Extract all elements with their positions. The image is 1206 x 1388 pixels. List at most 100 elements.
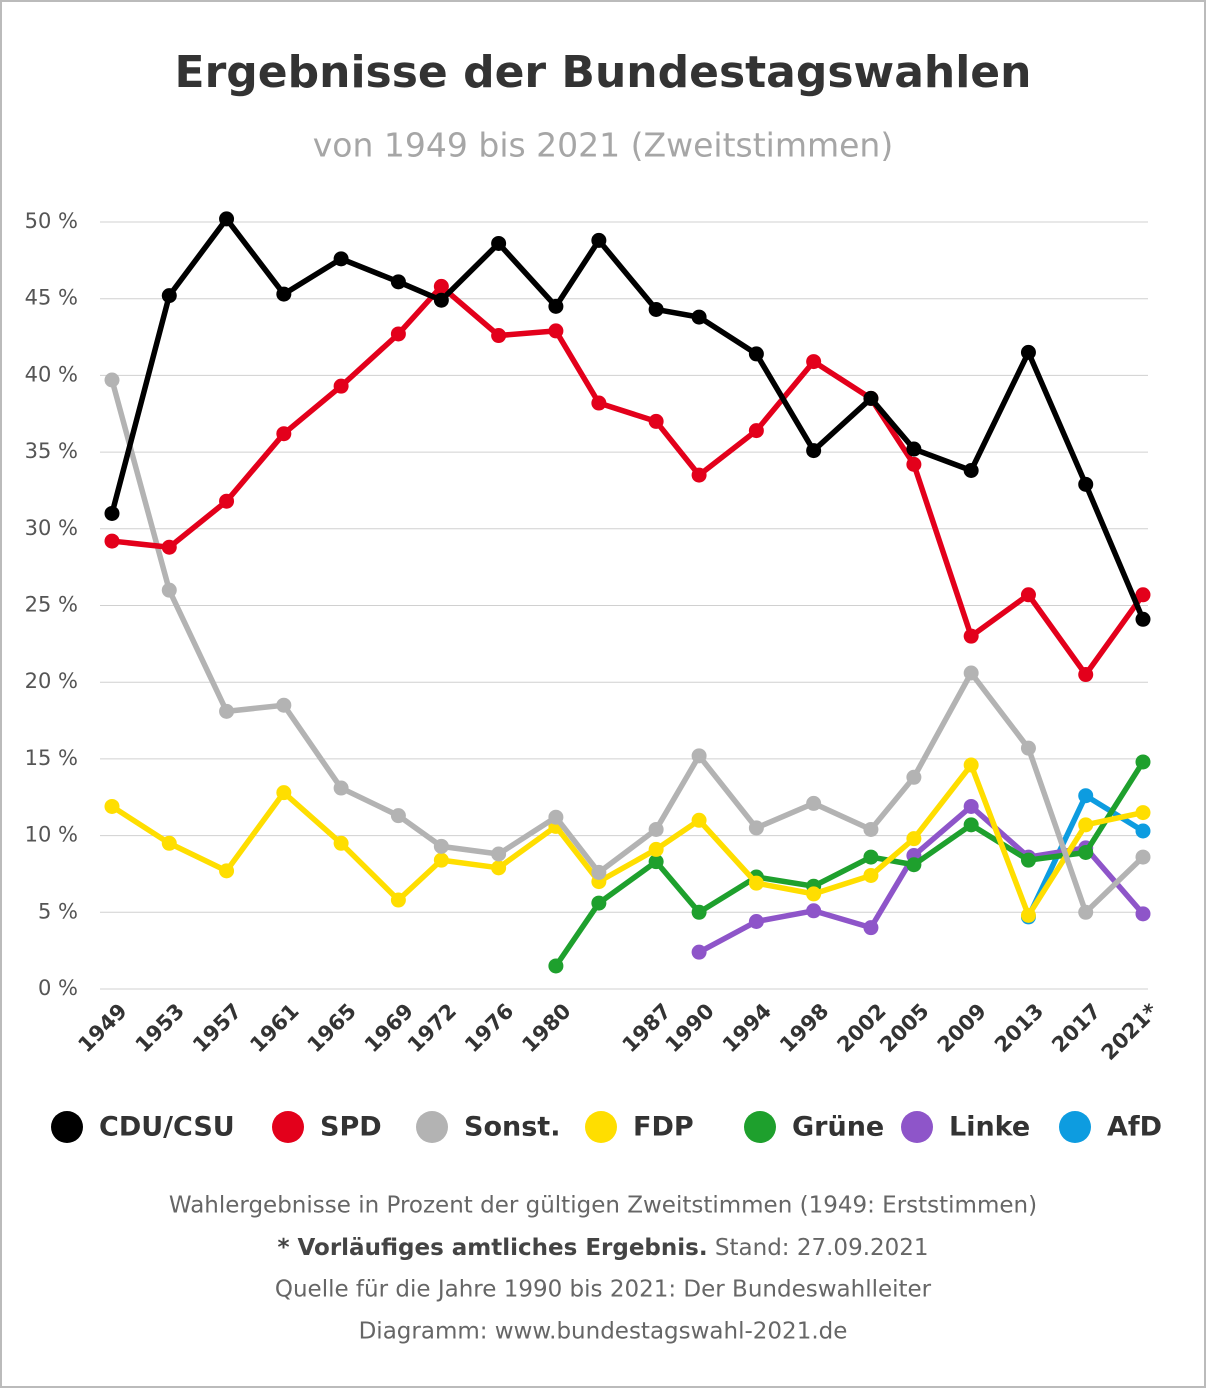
- footnote: * Vorläufiges amtliches Ergebnis. Stand:…: [277, 1235, 928, 1261]
- data-point: [548, 958, 564, 974]
- data-point: [963, 463, 979, 479]
- data-point: [104, 798, 120, 814]
- footnote-bold: * Vorläufiges amtliches Ergebnis.: [277, 1235, 707, 1261]
- data-point: [1135, 906, 1151, 922]
- data-point: [906, 456, 922, 472]
- data-point: [806, 903, 822, 919]
- y-tick-label: 25 %: [25, 593, 78, 617]
- data-point: [648, 854, 664, 870]
- data-point: [548, 809, 564, 825]
- legend-label: CDU/CSU: [99, 1112, 235, 1143]
- data-point: [691, 309, 707, 325]
- data-point: [161, 835, 177, 851]
- data-point: [390, 808, 406, 824]
- data-point: [906, 769, 922, 785]
- y-tick-label: 15 %: [25, 746, 78, 770]
- legend-marker: [901, 1111, 933, 1143]
- data-point: [648, 841, 664, 857]
- y-tick-label: 35 %: [25, 439, 78, 463]
- chart-subtitle: von 1949 bis 2021 (Zweitstimmen): [313, 126, 893, 165]
- data-point: [748, 423, 764, 439]
- data-point: [863, 920, 879, 936]
- data-point: [1135, 587, 1151, 603]
- footnote: Quelle für die Jahre 1990 bis 2021: Der …: [275, 1277, 932, 1303]
- data-point: [591, 864, 607, 880]
- footnote: Wahlergebnisse in Prozent der gültigen Z…: [169, 1193, 1037, 1219]
- legend-label: Sonst.: [464, 1112, 560, 1143]
- footnote: Stand: 27.09.2021: [715, 1235, 929, 1261]
- data-point: [591, 395, 607, 411]
- data-point: [390, 274, 406, 290]
- data-point: [591, 895, 607, 911]
- y-tick-label: 30 %: [25, 516, 78, 540]
- data-point: [963, 628, 979, 644]
- data-point: [691, 904, 707, 920]
- series: [104, 757, 1151, 923]
- data-point: [1135, 823, 1151, 839]
- data-point: [906, 831, 922, 847]
- data-point: [748, 820, 764, 836]
- data-point: [963, 798, 979, 814]
- legend-marker: [272, 1111, 304, 1143]
- data-point: [1135, 611, 1151, 627]
- y-tick-label: 10 %: [25, 823, 78, 847]
- y-tick-label: 20 %: [25, 669, 78, 693]
- data-point: [1078, 844, 1094, 860]
- data-point: [161, 539, 177, 555]
- data-point: [1078, 817, 1094, 833]
- series-line: [109, 379, 1145, 916]
- y-tick-label: 40 %: [25, 362, 78, 386]
- data-point: [963, 817, 979, 833]
- data-point: [219, 493, 235, 509]
- data-point: [591, 232, 607, 248]
- data-point: [806, 886, 822, 902]
- data-point: [433, 278, 449, 294]
- data-point: [1135, 849, 1151, 865]
- data-point: [748, 346, 764, 362]
- data-point: [1078, 667, 1094, 683]
- data-point: [276, 785, 292, 801]
- data-point: [333, 251, 349, 267]
- legend-marker: [1059, 1111, 1091, 1143]
- data-point: [691, 812, 707, 828]
- data-point: [1020, 907, 1036, 923]
- data-point: [276, 426, 292, 442]
- data-point: [433, 852, 449, 868]
- data-point: [104, 505, 120, 521]
- data-point: [219, 703, 235, 719]
- data-point: [1078, 476, 1094, 492]
- data-point: [1135, 805, 1151, 821]
- series-line: [111, 283, 1146, 678]
- data-point: [390, 892, 406, 908]
- data-point: [433, 838, 449, 854]
- data-point: [548, 298, 564, 314]
- data-point: [433, 292, 449, 308]
- data-point: [648, 413, 664, 429]
- series: [548, 754, 1151, 974]
- legend-label: Grüne: [792, 1112, 884, 1143]
- series: [104, 211, 1151, 627]
- data-point: [1078, 788, 1094, 804]
- data-point: [906, 441, 922, 457]
- y-tick-label: 45 %: [25, 286, 78, 310]
- legend-label: FDP: [633, 1112, 694, 1143]
- data-point: [104, 372, 120, 388]
- data-point: [491, 860, 507, 876]
- data-point: [104, 533, 120, 549]
- y-tick-label: 0 %: [38, 976, 78, 1000]
- data-point: [491, 846, 507, 862]
- data-point: [1078, 904, 1094, 920]
- data-point: [1020, 852, 1036, 868]
- data-point: [1020, 587, 1036, 603]
- data-point: [963, 757, 979, 773]
- series-line: [553, 760, 1146, 968]
- footnote: Diagramm: www.bundestagswahl-2021.de: [359, 1319, 848, 1345]
- data-point: [863, 821, 879, 837]
- data-point: [748, 914, 764, 930]
- series: [104, 372, 1151, 920]
- data-point: [491, 328, 507, 344]
- data-point: [333, 780, 349, 796]
- y-tick-label: 5 %: [38, 899, 78, 923]
- series-line: [109, 216, 1146, 621]
